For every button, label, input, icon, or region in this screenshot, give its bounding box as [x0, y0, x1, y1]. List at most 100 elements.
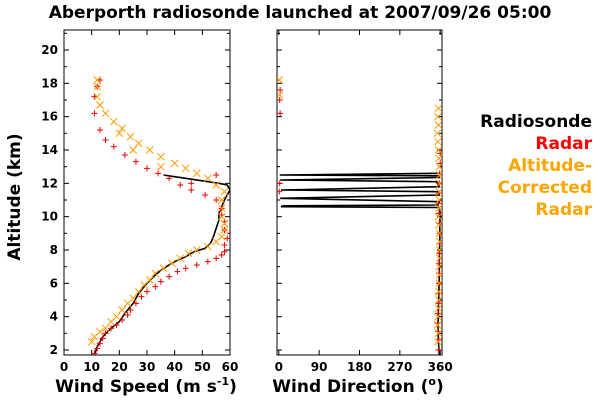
direction-altitude-corrected-radar-point	[277, 91, 284, 99]
direction-plot-frame	[276, 29, 443, 356]
direction-altitude-corrected-radar-point	[434, 137, 442, 146]
direction-altitude-corrected-radar-point	[433, 321, 442, 329]
direction-altitude-corrected-radar-point	[434, 312, 442, 321]
speed-radar-point	[102, 137, 109, 143]
speed-radar-point	[91, 350, 98, 355]
legend-entry: Radiosonde	[480, 112, 592, 132]
speed-radar-point	[99, 335, 106, 342]
direction-altitude-corrected-radar-point	[433, 129, 442, 138]
speed-altitude-corrected-radar-point	[115, 129, 124, 138]
direction-altitude-corrected-radar-point	[435, 154, 442, 163]
speed-radar-point	[102, 330, 109, 337]
speed-radar-point	[155, 170, 162, 177]
speed-altitude-corrected-radar-point	[101, 109, 110, 118]
speed-altitude-corrected-radar-point	[101, 324, 110, 333]
direction-altitude-corrected-radar-point	[435, 296, 442, 304]
direction-radar-point	[277, 87, 284, 93]
wind-speed-axis-label: Wind Speed (m s-1)	[55, 375, 237, 397]
direction-altitude-corrected-radar-point	[435, 246, 442, 254]
chart-title: Aberporth radiosonde launched at 2007/09…	[49, 3, 552, 23]
speed-altitude-corrected-radar-point	[96, 101, 104, 109]
speed-radar-point	[188, 180, 195, 187]
direction-altitude-corrected-radar-point	[434, 146, 442, 154]
direction-x-tick-label: 360	[428, 360, 453, 374]
y-tick-label: 14	[41, 143, 58, 157]
speed-altitude-corrected-radar-point	[112, 312, 121, 321]
y-tick-label: 8	[50, 243, 58, 257]
speed-x-tick-label: 50	[194, 360, 211, 374]
speed-data-layer	[87, 76, 230, 355]
direction-altitude-corrected-radar-point	[435, 196, 442, 204]
speed-radar-point	[96, 127, 103, 133]
y-axis-label: Altitude (km)	[5, 133, 25, 260]
direction-altitude-corrected-radar-point	[435, 287, 442, 296]
speed-altitude-corrected-radar-point	[176, 254, 185, 263]
speed-altitude-corrected-radar-point	[126, 132, 135, 141]
speed-radar-point	[182, 265, 189, 272]
speed-radar-point	[221, 242, 228, 248]
legend-entry: Radar	[535, 200, 592, 220]
speed-x-tick-label: 20	[111, 360, 128, 374]
legend-entry: Altitude-	[508, 156, 592, 176]
speed-altitude-corrected-radar-point	[96, 327, 104, 336]
direction-radar-point	[277, 188, 283, 195]
direction-altitude-corrected-radar-point	[435, 229, 442, 238]
speed-altitude-corrected-radar-point	[134, 139, 143, 148]
speed-x-tick-label: 30	[139, 360, 156, 374]
y-tick-label: 18	[41, 76, 58, 90]
speed-altitude-corrected-radar-point	[93, 76, 102, 84]
speed-altitude-corrected-radar-point	[151, 269, 160, 278]
legend-entry: Corrected	[498, 178, 592, 198]
direction-radar-point	[434, 310, 441, 317]
y-tick-label: 12	[41, 176, 58, 190]
speed-altitude-corrected-radar-point	[220, 219, 229, 228]
direction-altitude-corrected-radar-point	[277, 76, 284, 84]
speed-altitude-corrected-radar-point	[220, 226, 229, 234]
speed-altitude-corrected-radar-point	[156, 152, 165, 161]
direction-altitude-corrected-radar-point	[435, 237, 442, 246]
direction-x-tick-label: 180	[347, 360, 372, 374]
speed-altitude-corrected-radar-point	[184, 249, 193, 258]
speed-altitude-corrected-radar-point	[204, 174, 212, 183]
speed-x-tick-label: 40	[166, 360, 183, 374]
direction-altitude-corrected-radar-point	[434, 121, 442, 129]
speed-radar-point	[108, 325, 115, 332]
speed-altitude-corrected-radar-point	[118, 124, 126, 133]
speed-radar-point	[213, 172, 220, 178]
direction-altitude-corrected-radar-point	[435, 271, 442, 279]
direction-radar-point	[435, 347, 442, 353]
wind-speed-panel: 2 4 6 8 10 12 14 16 18 20 0 10 20 30 40 50 60	[41, 29, 238, 374]
speed-radar-point	[144, 165, 150, 172]
y-tick-label: 16	[41, 110, 58, 124]
speed-radar-point	[193, 262, 200, 268]
speed-radar-point	[218, 252, 225, 258]
speed-altitude-corrected-radar-point	[217, 232, 226, 241]
speed-radar-point	[188, 187, 195, 193]
speed-altitude-corrected-radar-point	[212, 181, 221, 189]
speed-altitude-corrected-radar-point	[217, 196, 226, 204]
direction-altitude-corrected-radar-point	[434, 304, 442, 313]
speed-radar-point	[127, 307, 134, 313]
direction-radar-point	[435, 300, 442, 307]
speed-radar-point	[121, 152, 128, 158]
speed-radar-point	[213, 197, 220, 203]
speed-altitude-corrected-radar-point	[156, 162, 165, 171]
speed-altitude-corrected-radar-point	[118, 306, 126, 314]
speed-radar-point	[96, 77, 103, 83]
speed-radar-point	[224, 235, 230, 242]
y-tick-label: 6	[50, 276, 58, 290]
direction-x-tick-label: 0	[275, 360, 283, 374]
direction-radar-point	[436, 250, 442, 257]
direction-radar-point	[435, 210, 442, 217]
speed-altitude-corrected-radar-point	[159, 264, 168, 273]
direction-radar-point	[436, 260, 442, 267]
speed-altitude-corrected-radar-point	[181, 164, 190, 173]
direction-radar-point	[277, 97, 283, 103]
speed-radar-point	[124, 312, 131, 318]
speed-radar-point	[91, 93, 98, 100]
speed-radar-point	[132, 158, 139, 165]
direction-altitude-corrected-radar-point	[435, 171, 442, 179]
y-tick-label: 2	[50, 343, 58, 357]
direction-altitude-corrected-radar-point	[435, 162, 442, 171]
